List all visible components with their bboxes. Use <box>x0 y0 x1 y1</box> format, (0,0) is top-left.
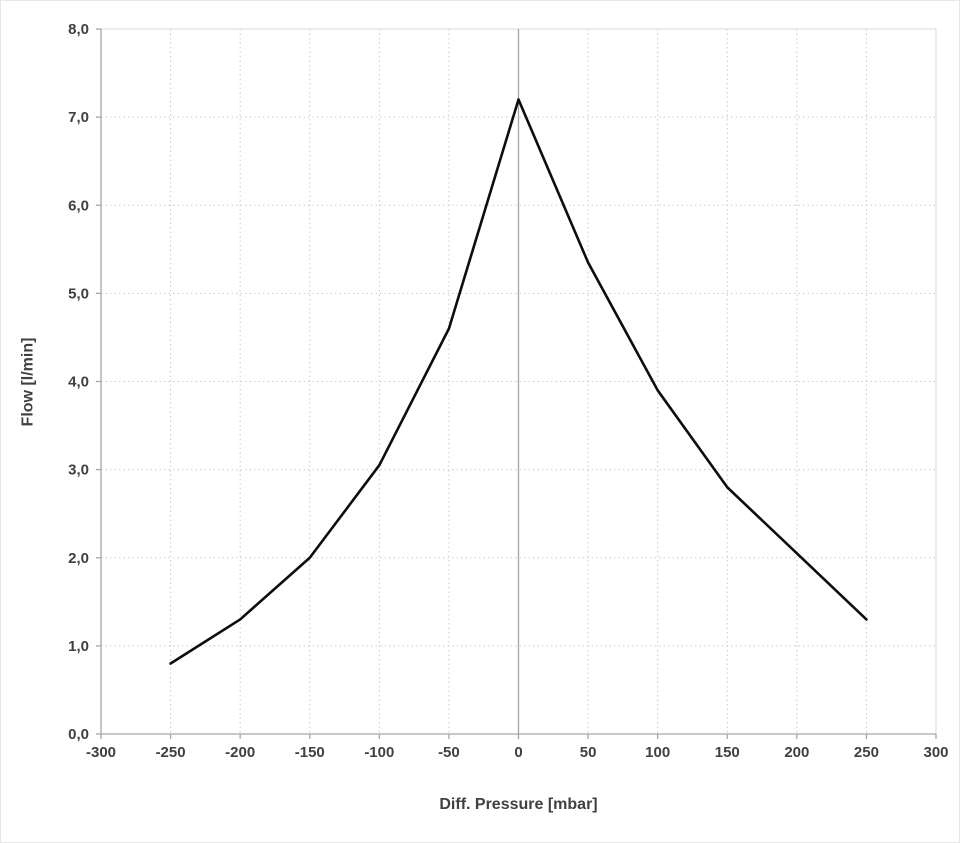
y-tick-label: 8,0 <box>68 21 89 38</box>
x-tick-label: 100 <box>645 744 670 761</box>
x-tick-label: 250 <box>854 744 879 761</box>
x-tick-label: 200 <box>784 744 809 761</box>
y-tick-label: 0,0 <box>68 726 89 743</box>
y-tick-label: 4,0 <box>68 374 89 391</box>
y-tick-label: 2,0 <box>68 550 89 567</box>
x-tick-label: -100 <box>364 744 394 761</box>
x-tick-label: -200 <box>225 744 255 761</box>
x-tick-label: 150 <box>715 744 740 761</box>
x-tick-label: 50 <box>580 744 597 761</box>
y-tick-label: 5,0 <box>68 285 89 302</box>
tick-labels-group: -300 -250 -200 -150 -100 -50 0 50 100 150 200 250 30… <box>68 21 948 761</box>
x-axis-title: Diff. Pressure [mbar] <box>439 796 598 813</box>
y-tick-label: 6,0 <box>68 197 89 214</box>
tick-marks-group <box>96 28 937 739</box>
x-tick-label: -250 <box>156 744 186 761</box>
y-tick-label: 3,0 <box>68 462 89 479</box>
x-tick-label: -150 <box>295 744 325 761</box>
series-group <box>169 98 868 665</box>
x-tick-label: 300 <box>923 744 948 761</box>
x-tick-label: -300 <box>86 744 116 761</box>
flow-curve <box>169 98 868 665</box>
y-axis-title: Flow [l/min] <box>19 337 37 427</box>
x-tick-label: 0 <box>514 744 522 761</box>
y-tick-label: 7,0 <box>68 109 89 126</box>
x-tick-label: -50 <box>438 744 460 761</box>
y-tick-label: 1,0 <box>68 638 89 655</box>
